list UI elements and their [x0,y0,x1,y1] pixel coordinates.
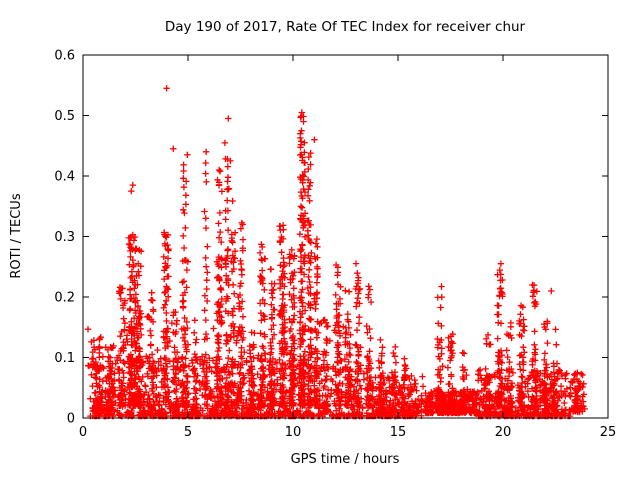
x-tick-label: 25 [600,425,617,440]
y-tick-label: 0.1 [54,351,75,366]
chart-title: Day 190 of 2017, Rate Of TEC Index for r… [165,19,526,35]
x-tick-label: 20 [495,425,512,440]
x-tick-label: 15 [390,425,407,440]
x-axis-label: GPS time / hours [291,452,400,467]
y-axis-label: ROTI / TECUs [9,193,24,278]
axis-ticks: 0 5 10 15 20 25 0 0.1 0.2 0.3 0.4 0.5 0.6 [54,49,616,441]
y-tick-label: 0.2 [54,291,75,306]
scatter-data-points [84,85,588,420]
plot-area [83,55,608,418]
y-tick-label: 0.3 [54,230,75,245]
x-tick-label: 10 [285,425,302,440]
y-tick-label: 0.5 [54,109,75,124]
y-tick-label: 0.6 [54,49,75,64]
y-tick-label: 0.4 [54,170,75,185]
x-tick-label: 0 [79,425,87,440]
y-tick-label: 0 [67,412,75,427]
plot-border [82,54,609,419]
x-tick-label: 5 [184,425,192,440]
